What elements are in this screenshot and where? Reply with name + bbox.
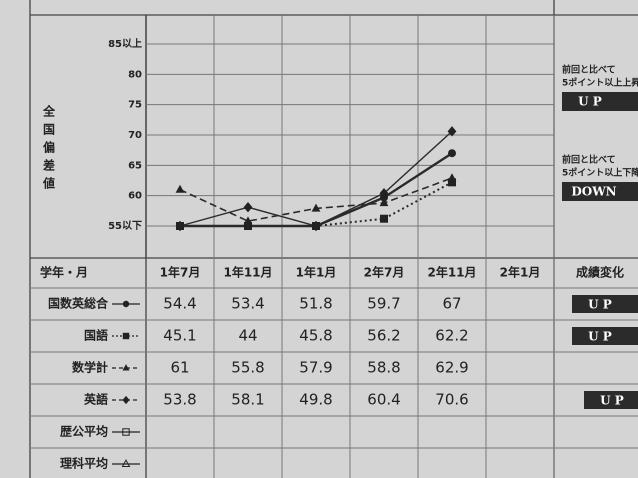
point — [311, 220, 321, 232]
cell: 61 — [170, 359, 189, 377]
column-header: 1年1月 — [296, 265, 337, 280]
cell: 58.8 — [367, 359, 400, 377]
cell: 62.2 — [435, 327, 468, 345]
legend-marker — [122, 428, 130, 436]
legend-marker — [122, 395, 130, 405]
cell: 56.2 — [367, 327, 400, 345]
cell: 45.8 — [299, 327, 332, 345]
header: 成績変化 — [576, 265, 624, 280]
cell: 53.8 — [163, 391, 196, 409]
row-label: 国数英総合 — [48, 296, 109, 311]
note: 5ポイント以上上昇 — [562, 77, 638, 89]
note: 5ポイント以上下降 — [562, 167, 638, 179]
point — [175, 184, 185, 193]
cell: 53.4 — [231, 295, 264, 313]
badge-text: U P — [588, 330, 612, 344]
column-header: 2年7月 — [364, 265, 405, 280]
cell: 60.4 — [367, 391, 400, 409]
row-label: 理科平均 — [60, 456, 108, 471]
point — [243, 216, 253, 225]
cell: 49.8 — [299, 391, 332, 409]
column-header: 2年11月 — [427, 265, 476, 280]
note: 前回と比べて — [562, 154, 616, 166]
legend-marker — [122, 364, 130, 371]
badge — [562, 182, 638, 201]
legend-marker — [122, 300, 130, 308]
row-label: 国語 — [84, 328, 108, 343]
badge — [584, 391, 638, 409]
header: 学年・月 — [40, 265, 88, 280]
row-label: 数学計 — [72, 360, 108, 375]
point — [175, 220, 185, 232]
point — [379, 198, 389, 207]
point — [447, 126, 457, 137]
point — [311, 203, 321, 212]
cell: 45.1 — [163, 327, 196, 345]
cell: 58.1 — [231, 391, 264, 409]
badge — [572, 327, 638, 345]
cell: 62.9 — [435, 359, 468, 377]
column-header: 2年1月 — [500, 265, 541, 280]
badge-text: U P — [588, 298, 612, 312]
y-tick-label: 75 — [128, 100, 142, 111]
cell: 54.4 — [163, 295, 196, 313]
badge — [562, 92, 638, 111]
note: 前回と比べて — [562, 64, 616, 76]
column-header: 1年7月 — [160, 265, 201, 280]
row-label: 歴公平均 — [60, 424, 108, 439]
cell: 70.6 — [435, 391, 468, 409]
cell: 67 — [442, 295, 461, 313]
point — [380, 214, 388, 223]
cell: 57.9 — [299, 359, 332, 377]
point — [448, 149, 456, 158]
cell: 51.8 — [299, 295, 332, 313]
legend-marker — [122, 332, 130, 340]
point — [243, 201, 253, 213]
badge-text: U P — [578, 95, 602, 109]
badge-text: DOWN — [571, 185, 616, 199]
legend-marker — [121, 459, 131, 468]
y-tick-label: 80 — [128, 69, 142, 80]
column-header: 1年11月 — [223, 265, 272, 280]
y-tick-label: 65 — [128, 160, 142, 171]
cell: 44 — [238, 327, 257, 345]
y-axis-label: 全国偏差値 — [42, 104, 56, 195]
point — [447, 173, 457, 182]
y-tick-label: 70 — [128, 130, 142, 141]
cell: 55.8 — [231, 359, 264, 377]
row-label: 英語 — [84, 392, 108, 407]
y-tick-label: 55以下 — [108, 220, 142, 232]
point — [244, 222, 252, 230]
badge — [572, 295, 638, 313]
y-tick-label: 60 — [128, 191, 142, 202]
point — [379, 188, 389, 199]
point — [448, 178, 456, 187]
badge-text: U P — [600, 394, 624, 408]
y-tick-label: 85以上 — [108, 37, 142, 50]
cell: 59.7 — [367, 295, 400, 313]
